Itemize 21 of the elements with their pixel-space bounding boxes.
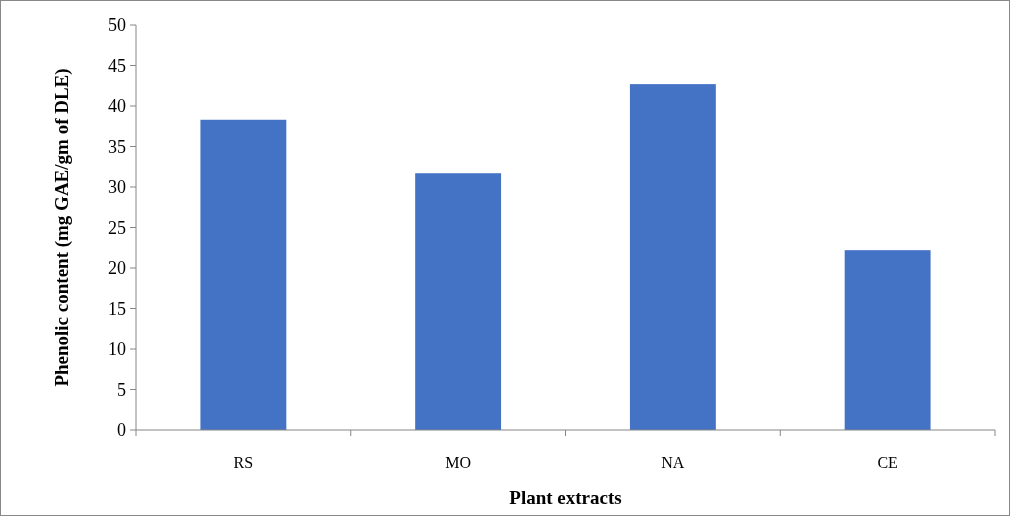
x-tick-label: MO xyxy=(445,454,472,471)
y-tick-label: 0 xyxy=(117,420,126,441)
y-tick-label: 35 xyxy=(108,136,126,157)
y-tick-label: 50 xyxy=(108,15,126,36)
y-tick-label: 40 xyxy=(108,96,126,117)
bar xyxy=(415,173,502,430)
bar xyxy=(629,84,716,430)
bar xyxy=(844,250,931,430)
bar xyxy=(200,119,287,430)
y-tick-label: 30 xyxy=(108,177,126,198)
x-tick-label: CE xyxy=(877,454,898,471)
y-axis-title: Phenolic content (mg GAE/gm of DLE) xyxy=(51,68,73,387)
y-tick-label: 5 xyxy=(117,379,126,400)
x-tick-label: RS xyxy=(233,454,254,471)
y-tick-label: 15 xyxy=(108,298,126,319)
x-tick-label: NA xyxy=(661,454,685,471)
y-tick-label: 10 xyxy=(108,339,126,360)
y-tick-label: 45 xyxy=(108,55,126,76)
x-axis-title: Plant extracts xyxy=(509,487,622,508)
y-tick-label: 25 xyxy=(108,217,126,238)
y-tick-label: 20 xyxy=(108,258,126,279)
